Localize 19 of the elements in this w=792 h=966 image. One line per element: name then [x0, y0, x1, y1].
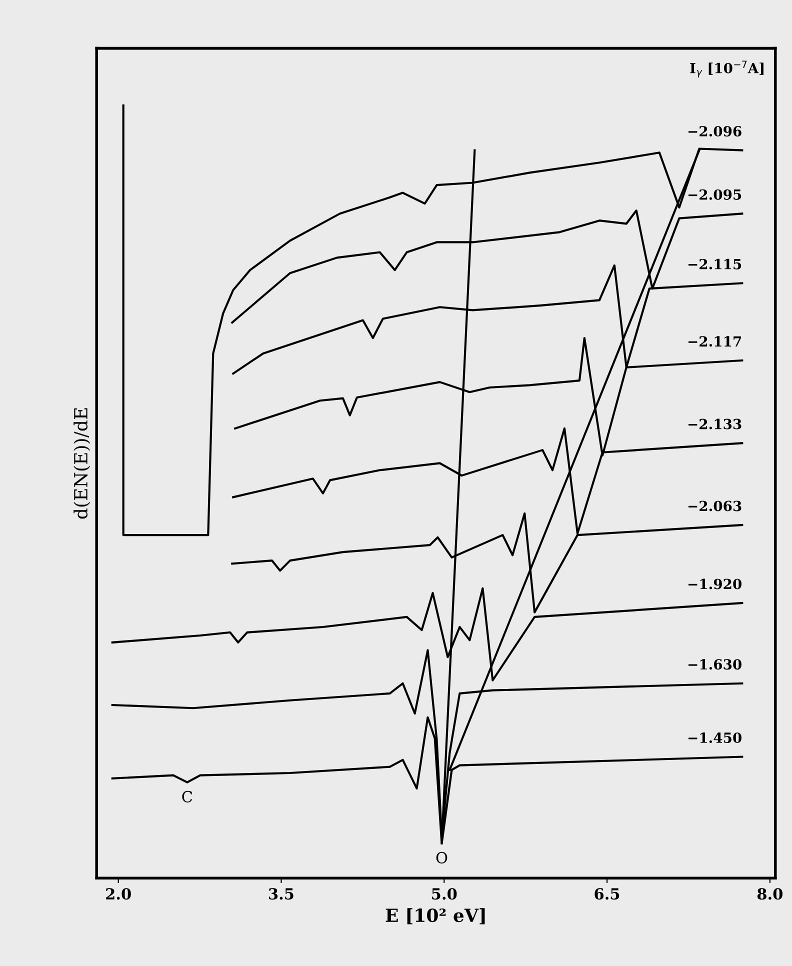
x-axis-title: E [10² eV]	[386, 908, 485, 924]
series-label: −2.117	[688, 336, 741, 347]
annotation: O	[436, 852, 448, 864]
series-label: −2.096	[688, 126, 742, 136]
legend-title: I$_{γ}$ [10$^{−7}$A]	[690, 60, 764, 78]
y-axis-title: d(EN(E))/dE	[74, 408, 90, 519]
series-label: −2.095	[688, 189, 742, 200]
series-label: −1.630	[688, 659, 742, 670]
x-tick-label: 6.5	[594, 888, 620, 900]
series-label: −2.115	[688, 258, 742, 270]
x-tick-label: 2.0	[106, 888, 131, 900]
series-label: −2.063	[688, 500, 742, 512]
x-tick-label: 3.5	[269, 888, 294, 900]
x-tick-label: 5.0	[432, 888, 457, 900]
x-tick-label: 8.0	[757, 888, 783, 900]
series-label: −1.920	[688, 578, 742, 590]
series-label: −2.133	[688, 418, 742, 430]
annotation: C	[182, 790, 192, 802]
series-label: −1.450	[688, 732, 742, 743]
